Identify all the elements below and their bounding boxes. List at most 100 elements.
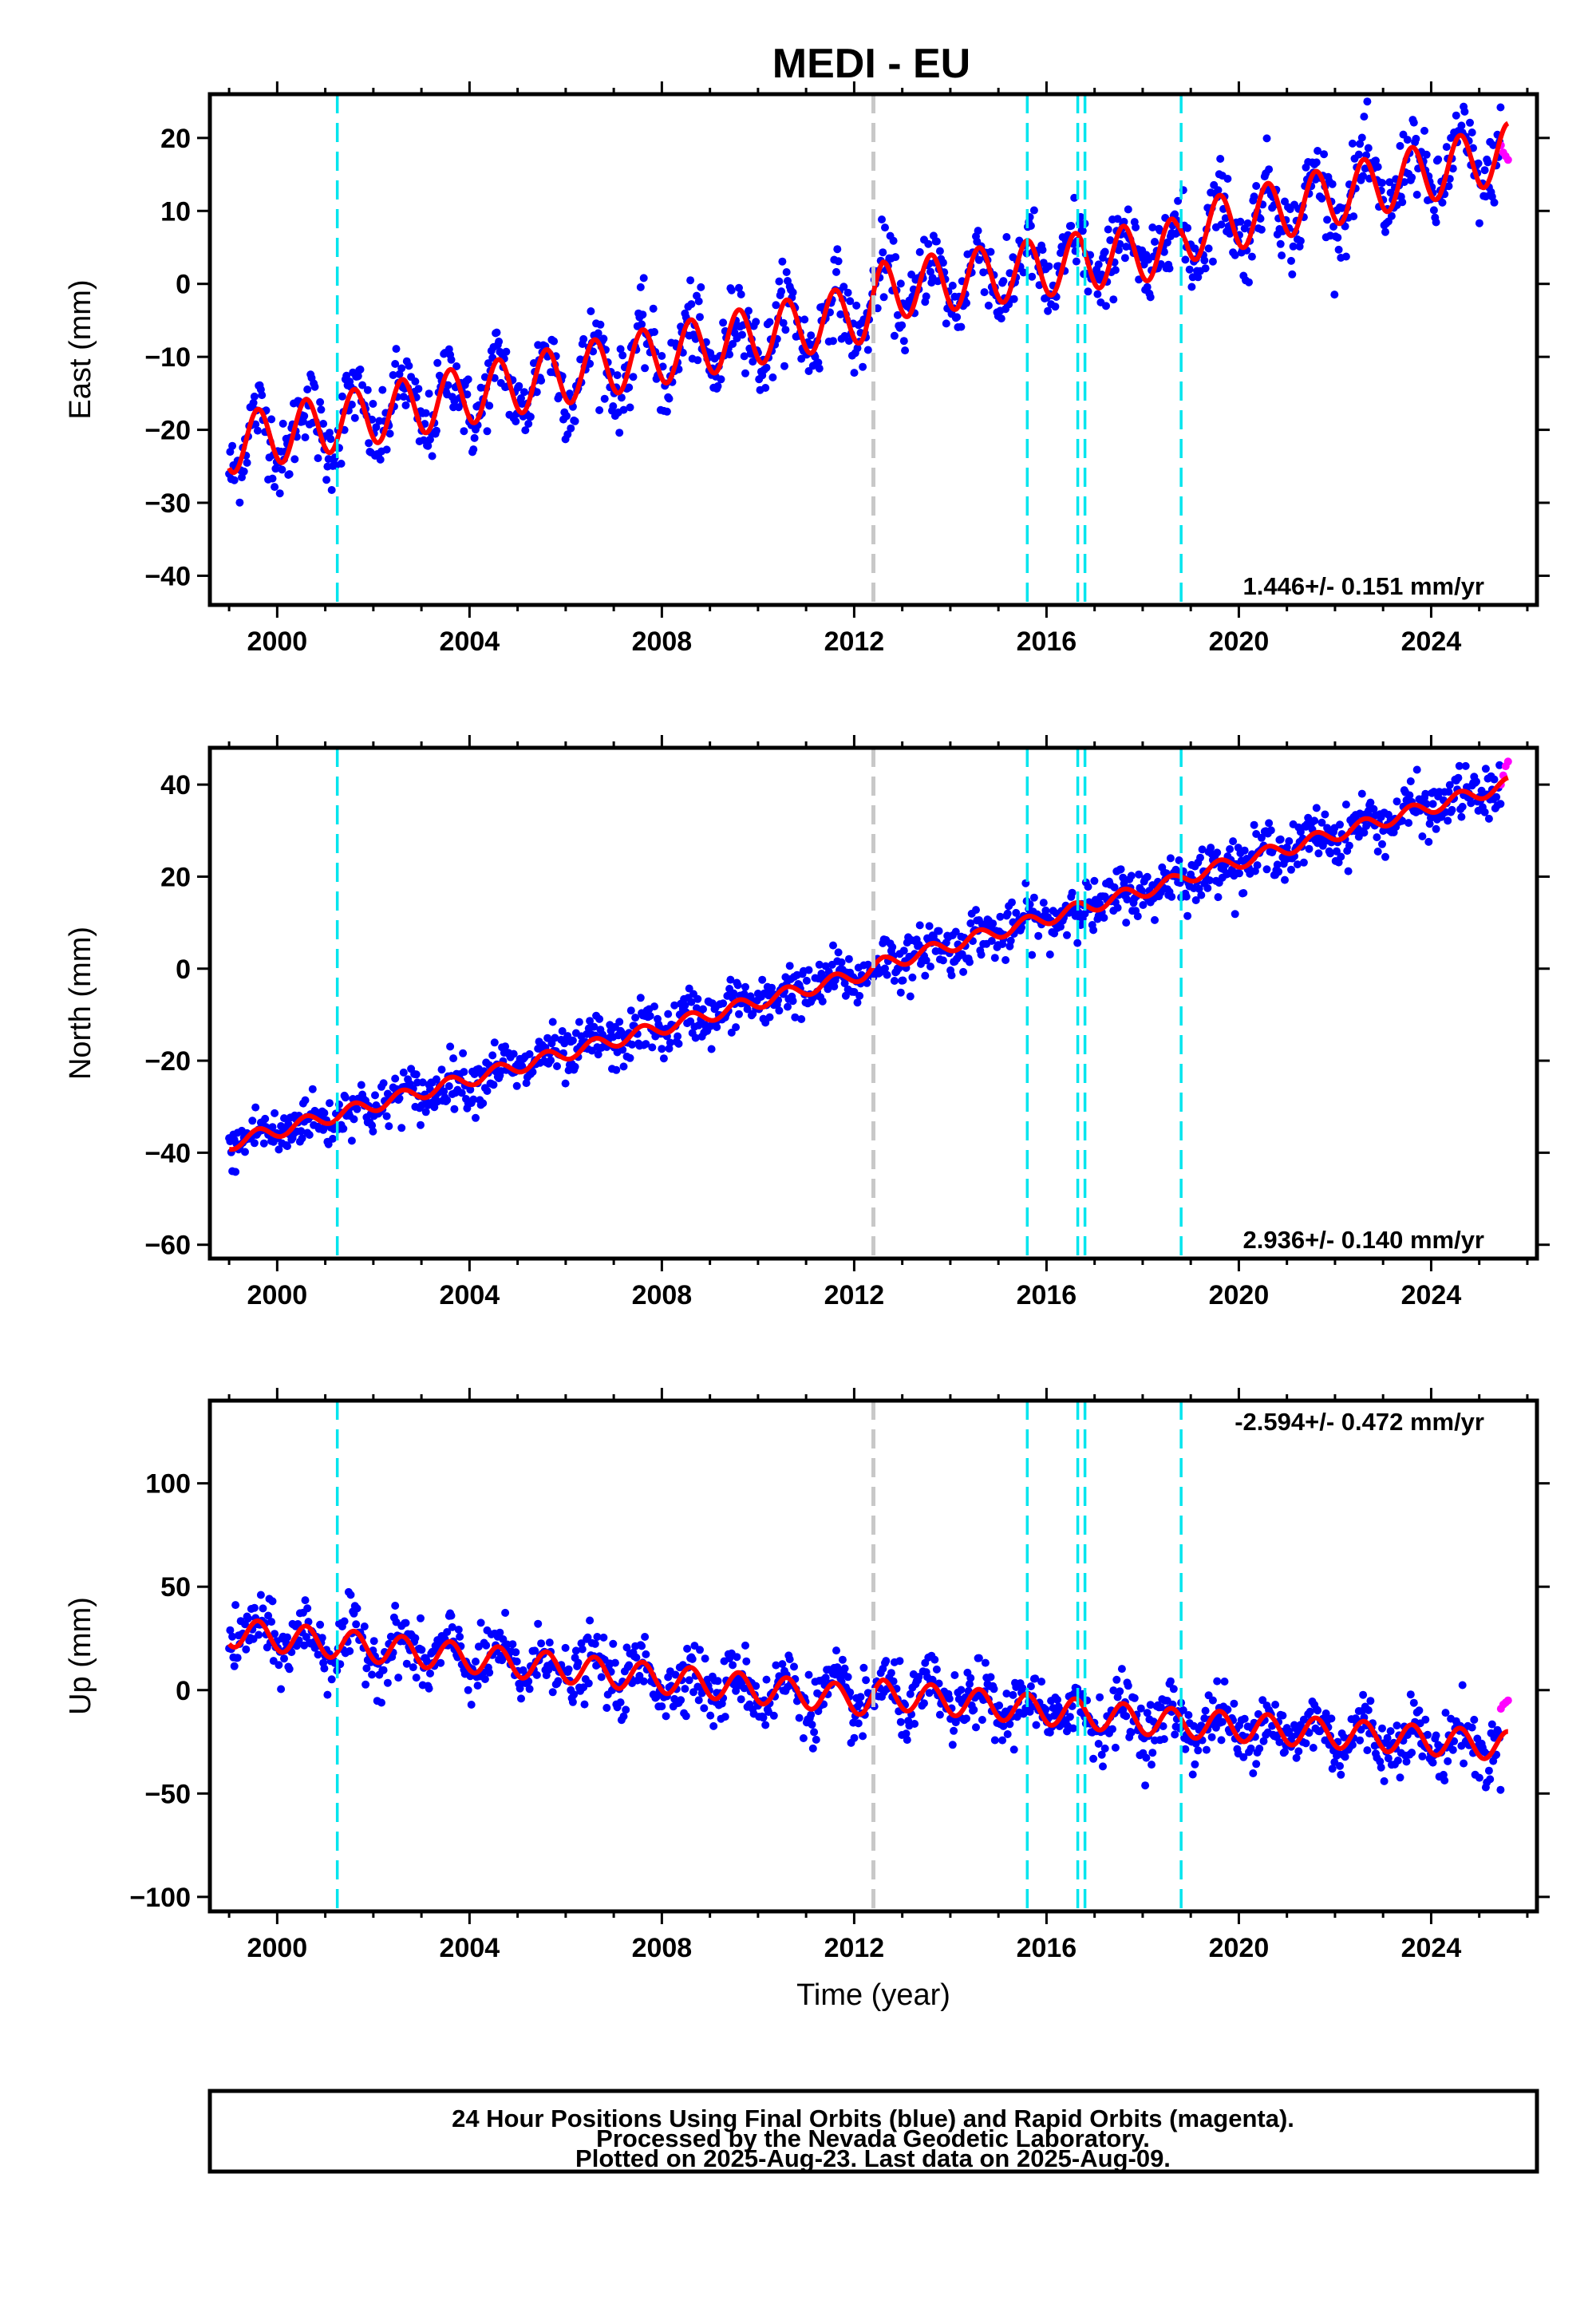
final-orbit-point xyxy=(1194,273,1203,282)
final-orbit-point xyxy=(646,1012,654,1020)
final-orbit-point xyxy=(781,326,790,334)
final-orbit-point xyxy=(421,1108,430,1117)
final-orbit-point xyxy=(638,310,647,319)
final-orbit-point xyxy=(1070,193,1079,202)
final-orbit-point xyxy=(521,426,530,435)
final-orbit-point xyxy=(1116,865,1125,874)
final-orbit-point xyxy=(883,970,891,979)
final-orbit-point xyxy=(1132,223,1140,231)
final-orbit-point xyxy=(740,1684,749,1693)
final-orbit-point xyxy=(547,1056,555,1065)
y-tick-label: −40 xyxy=(144,561,191,591)
final-orbit-point xyxy=(622,1643,631,1652)
final-orbit-point xyxy=(895,1657,904,1666)
final-orbit-point xyxy=(662,407,671,416)
final-orbit-point xyxy=(821,1674,830,1682)
final-orbit-point xyxy=(693,994,702,1003)
final-orbit-point xyxy=(352,1620,361,1629)
final-orbit-point xyxy=(777,287,786,296)
final-orbit-point xyxy=(1242,855,1251,863)
final-orbit-point xyxy=(1220,1678,1229,1686)
final-orbit-point xyxy=(1398,198,1407,207)
x-tick-label: 2012 xyxy=(824,1933,885,1963)
final-orbit-point xyxy=(1166,854,1175,863)
final-orbit-point xyxy=(1080,909,1089,918)
final-orbit-point xyxy=(479,1099,488,1108)
final-orbit-point xyxy=(737,290,745,298)
final-orbit-point xyxy=(1167,892,1176,901)
final-orbit-point xyxy=(966,919,975,927)
rapid-orbit-point xyxy=(1503,156,1512,164)
final-orbit-point xyxy=(683,1644,692,1653)
final-orbit-point xyxy=(1201,264,1210,273)
final-orbit-point xyxy=(1165,264,1174,273)
final-orbit-point xyxy=(1067,222,1076,230)
final-orbit-point xyxy=(280,1654,288,1663)
final-orbit-point xyxy=(568,1036,577,1045)
final-orbit-point xyxy=(428,452,437,460)
final-orbit-point xyxy=(1422,800,1431,808)
final-orbit-point xyxy=(303,385,312,393)
y-axis-label-north: North (mm) xyxy=(64,927,97,1080)
final-orbit-point xyxy=(1409,1698,1418,1707)
x-tick-label: 2024 xyxy=(1401,1280,1462,1310)
final-orbit-point xyxy=(670,1001,679,1010)
final-orbit-point xyxy=(843,288,852,297)
final-orbit-point xyxy=(509,1049,518,1058)
final-orbit-point xyxy=(347,1136,356,1145)
final-orbit-point xyxy=(570,1690,579,1699)
final-orbit-point xyxy=(298,1134,306,1143)
final-orbit-point xyxy=(326,429,334,437)
final-orbit-point xyxy=(515,381,523,390)
final-orbit-point xyxy=(846,1688,855,1697)
final-orbit-point xyxy=(1444,182,1453,191)
final-orbit-point xyxy=(799,1734,808,1742)
final-orbit-point xyxy=(545,1638,554,1647)
final-orbit-point xyxy=(619,1712,628,1721)
final-orbit-point xyxy=(948,281,957,290)
final-orbit-point xyxy=(1106,236,1115,244)
final-orbit-point xyxy=(727,1028,736,1037)
final-orbit-point xyxy=(899,976,907,985)
final-orbit-point xyxy=(1452,111,1460,120)
final-orbit-point xyxy=(935,247,944,255)
final-orbit-point xyxy=(1333,233,1342,242)
final-orbit-point xyxy=(859,1732,867,1741)
final-orbit-point xyxy=(1314,1706,1322,1715)
final-orbit-point xyxy=(1217,1736,1226,1745)
final-orbit-point xyxy=(1299,858,1308,867)
final-orbit-point xyxy=(353,1604,361,1613)
final-orbit-point xyxy=(460,427,468,436)
final-orbit-point xyxy=(1321,1709,1330,1717)
final-orbit-point xyxy=(873,304,882,313)
final-orbit-point xyxy=(1289,242,1298,251)
final-orbit-point xyxy=(950,1726,958,1735)
final-orbit-point xyxy=(829,941,837,950)
final-orbit-point xyxy=(732,1023,741,1032)
final-orbit-point xyxy=(1356,140,1365,148)
final-orbit-point xyxy=(1474,159,1483,168)
final-orbit-point xyxy=(1009,294,1018,303)
final-orbit-point xyxy=(1349,212,1358,221)
final-orbit-point xyxy=(318,1634,326,1642)
final-orbit-point xyxy=(280,1114,288,1123)
final-orbit-point xyxy=(1214,893,1223,902)
final-orbit-point xyxy=(389,371,397,379)
final-orbit-point xyxy=(752,1682,760,1690)
final-orbit-point xyxy=(1188,1770,1197,1779)
final-orbit-point xyxy=(1163,238,1171,247)
final-orbit-point xyxy=(319,420,328,428)
final-orbit-point xyxy=(626,1006,635,1015)
x-tick-label: 2020 xyxy=(1209,1280,1270,1310)
final-orbit-point xyxy=(512,417,520,425)
final-orbit-points-north xyxy=(225,761,1505,1176)
final-orbit-point xyxy=(594,329,602,338)
final-orbit-point xyxy=(840,1664,849,1673)
final-orbit-point xyxy=(922,292,930,301)
final-orbit-point xyxy=(896,988,905,997)
final-orbit-point xyxy=(437,1658,445,1667)
final-orbit-point xyxy=(423,1657,431,1666)
final-orbit-point xyxy=(365,439,373,448)
final-orbit-point xyxy=(694,1696,703,1705)
final-orbit-point xyxy=(1122,1712,1131,1721)
